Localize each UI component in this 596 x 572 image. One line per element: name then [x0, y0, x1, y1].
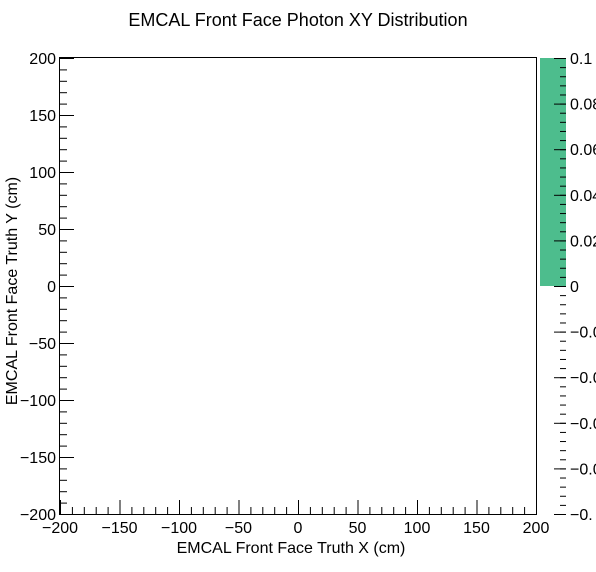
colorbar-tick-label: 0 [570, 279, 579, 296]
colorbar-tick-label: 0.02 [570, 233, 596, 250]
colorbar-tick-label: −0.0 [570, 416, 596, 433]
colorbar-tick-label: −0.0 [570, 461, 596, 478]
colorbar-tick-label: −0.0 [570, 325, 596, 342]
y-tick-label: 100 [29, 165, 56, 182]
x-tick-label: 0 [294, 520, 303, 537]
x-tick-label: 100 [404, 520, 431, 537]
colorbar-tick-label: 0.04 [570, 188, 596, 205]
x-tick-label: 50 [349, 520, 367, 537]
colorbar-fill [540, 58, 566, 286]
y-tick-label: −100 [20, 393, 56, 410]
x-tick-label: −200 [42, 520, 78, 537]
y-tick-label: −50 [29, 336, 56, 353]
y-axis-label: EMCAL Front Face Truth Y (cm) [4, 177, 21, 405]
plot-frame [59, 57, 537, 515]
colorbar-tick-label: 0.06 [570, 142, 596, 159]
y-tick-label: 200 [29, 51, 56, 68]
x-tick-label: −50 [225, 520, 252, 537]
x-tick-label: 200 [523, 520, 550, 537]
x-tick-label: 150 [463, 520, 490, 537]
x-axis-label: EMCAL Front Face Truth X (cm) [177, 540, 406, 557]
colorbar-tick-label: −0.0 [570, 370, 596, 387]
y-tick-label: 50 [38, 222, 56, 239]
colorbar-tick-label: 0.1 [570, 51, 592, 68]
y-tick-label: −200 [20, 507, 56, 524]
y-tick-label: 0 [47, 279, 56, 296]
y-tick-label: 150 [29, 108, 56, 125]
colorbar-tick-label: 0.08 [570, 97, 596, 114]
colorbar-tick-label: −0. [570, 507, 593, 524]
chart-title: EMCAL Front Face Photon XY Distribution [128, 10, 467, 30]
x-tick-label: −100 [161, 520, 197, 537]
y-axis: −200 −150 −100 −50 0 50 100 150 200 [20, 51, 74, 524]
y-tick-label: −150 [20, 450, 56, 467]
colorbar-axis: −0. −0.0 −0.0 −0.0 −0.0 0 0.02 0.04 0.06 0.08 0.1 [554, 51, 596, 524]
x-axis: −200 −150 −100 −50 0 50 100 150 200 [42, 500, 549, 537]
x-tick-label: −150 [101, 520, 137, 537]
